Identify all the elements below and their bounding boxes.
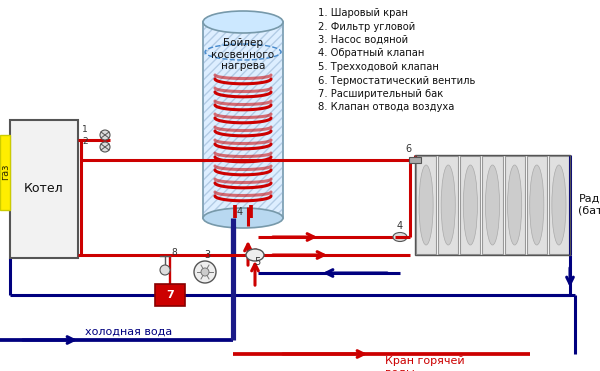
Bar xyxy=(203,22,283,218)
Circle shape xyxy=(100,142,110,152)
Text: 2. Фильтр угловой: 2. Фильтр угловой xyxy=(318,22,415,32)
Text: 4: 4 xyxy=(397,221,403,231)
Text: Бойлер
косвенного
нагрева: Бойлер косвенного нагрева xyxy=(211,38,275,71)
Text: холодная вода: холодная вода xyxy=(85,327,172,337)
Text: газ: газ xyxy=(0,164,10,180)
Ellipse shape xyxy=(552,165,566,245)
Text: 1. Шаровый кран: 1. Шаровый кран xyxy=(318,8,408,18)
Bar xyxy=(527,156,547,254)
Text: 3. Насос водяной: 3. Насос водяной xyxy=(318,35,408,45)
Text: 5. Трехходовой клапан: 5. Трехходовой клапан xyxy=(318,62,439,72)
Text: 8. Клапан отвода воздуха: 8. Клапан отвода воздуха xyxy=(318,102,454,112)
Bar xyxy=(409,157,421,163)
Text: 7: 7 xyxy=(166,290,174,300)
Text: 3: 3 xyxy=(204,250,210,260)
Ellipse shape xyxy=(463,165,478,245)
Bar xyxy=(438,156,458,254)
Bar xyxy=(505,156,525,254)
Bar xyxy=(482,156,503,254)
Text: 4. Обратный клапан: 4. Обратный клапан xyxy=(318,49,424,59)
Ellipse shape xyxy=(393,233,407,242)
Ellipse shape xyxy=(419,165,433,245)
Bar xyxy=(10,120,78,258)
Text: 7. Расширительный бак: 7. Расширительный бак xyxy=(318,89,443,99)
Ellipse shape xyxy=(530,165,544,245)
Circle shape xyxy=(194,261,216,283)
Circle shape xyxy=(160,265,170,275)
Ellipse shape xyxy=(246,249,264,261)
Ellipse shape xyxy=(508,165,522,245)
Circle shape xyxy=(100,130,110,140)
Ellipse shape xyxy=(441,165,455,245)
Bar xyxy=(416,156,436,254)
Text: 1: 1 xyxy=(82,125,88,134)
Ellipse shape xyxy=(203,208,283,228)
Bar xyxy=(415,155,570,255)
Text: 6. Термостатический вентиль: 6. Термостатический вентиль xyxy=(318,76,475,85)
Ellipse shape xyxy=(485,165,500,245)
Bar xyxy=(549,156,569,254)
Text: 5: 5 xyxy=(254,257,260,267)
Ellipse shape xyxy=(203,11,283,33)
Text: Радиатор
(батарея): Радиатор (батарея) xyxy=(578,194,600,216)
Circle shape xyxy=(201,268,209,276)
Text: 8: 8 xyxy=(171,248,177,257)
Bar xyxy=(0,135,10,210)
Bar xyxy=(460,156,481,254)
Bar xyxy=(155,284,185,306)
Bar xyxy=(203,22,283,218)
Text: 4: 4 xyxy=(237,207,243,217)
Text: 2: 2 xyxy=(82,137,88,146)
Text: Котел: Котел xyxy=(24,183,64,196)
Text: 6: 6 xyxy=(405,144,411,154)
Text: Кран горячей
воды: Кран горячей воды xyxy=(385,356,464,371)
